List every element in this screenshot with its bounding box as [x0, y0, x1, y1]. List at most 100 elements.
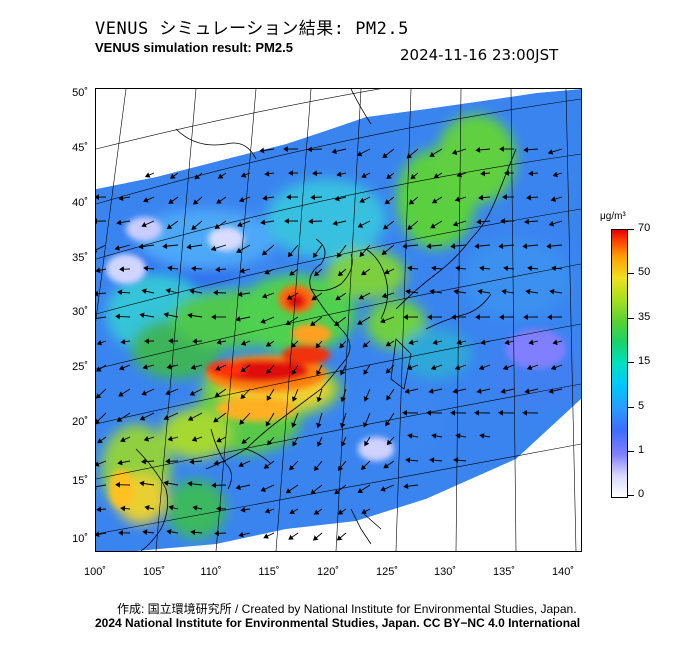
wind-arrowhead: [238, 461, 244, 468]
wind-arrowhead: [211, 482, 216, 489]
wind-arrowhead: [431, 265, 437, 272]
title-english: VENUS simulation result: PM2.5: [95, 40, 293, 55]
wind-arrowhead: [526, 194, 532, 201]
colorbar: [611, 229, 628, 498]
lat-label: 20˚: [72, 416, 88, 428]
pm25-map: [95, 88, 582, 552]
wind-arrowhead: [363, 422, 369, 428]
wind-arrowhead: [359, 197, 365, 203]
wind-arrowhead: [163, 480, 169, 486]
wind-arrowhead: [337, 270, 344, 277]
wind-arrowhead: [311, 295, 317, 301]
wind-arrowhead: [552, 339, 558, 346]
wind-arrowhead: [385, 368, 392, 374]
wind-arrowhead: [548, 388, 554, 394]
wind-arrowhead: [403, 314, 408, 321]
wind-arrowhead: [357, 222, 364, 228]
wind-arrowhead: [168, 504, 174, 511]
wind-arrowhead: [210, 245, 217, 252]
timestamp: 2024-11-16 23:00JST: [400, 46, 559, 64]
wind-arrowhead: [454, 196, 461, 202]
wind-arrowhead: [142, 364, 148, 370]
wind-arrowhead: [524, 218, 530, 225]
wind-arrowhead: [96, 506, 102, 513]
wind-arrowhead: [291, 396, 298, 402]
colorbar-label: 50: [638, 266, 651, 278]
wind-arrowhead: [456, 171, 462, 178]
wind-arrowhead: [96, 194, 99, 200]
wind-arrowhead: [431, 198, 438, 204]
wind-arrowhead: [526, 364, 533, 371]
wind-arrowhead: [547, 314, 552, 321]
lon-label: 140˚: [551, 566, 575, 578]
wind-arrowhead: [215, 266, 221, 273]
colorbar-label: 1: [638, 444, 645, 456]
wind-arrowhead: [240, 393, 246, 400]
wind-arrowhead: [288, 170, 293, 176]
wind-arrowhead: [502, 194, 507, 200]
wind-arrowhead: [478, 194, 484, 201]
wind-arrowhead: [475, 147, 481, 153]
wind-arrowhead: [340, 441, 346, 447]
wind-arrowhead: [141, 288, 147, 294]
wind-arrowhead: [427, 314, 432, 321]
colorbar-tick: [628, 362, 634, 363]
wind-arrowhead: [316, 370, 322, 376]
wind-arrowhead: [406, 153, 412, 159]
lat-label: 40˚: [72, 197, 88, 209]
wind-arrowhead: [548, 220, 555, 227]
colorbar-label: 70: [638, 222, 651, 234]
wind-arrowhead: [167, 435, 173, 442]
wind-arrowhead: [215, 365, 221, 371]
wind-arrowhead: [528, 170, 534, 177]
wind-arrowhead: [335, 295, 341, 301]
wind-arrowhead: [139, 480, 145, 487]
wind-arrowhead: [499, 314, 504, 321]
wind-arrowhead: [96, 267, 101, 274]
wind-arrowhead: [450, 410, 455, 416]
lat-label: 30˚: [72, 306, 88, 318]
coastlines: [135, 89, 517, 551]
wind-arrowhead: [238, 531, 244, 538]
wind-arrowhead: [118, 195, 124, 202]
wind-arrowhead: [426, 410, 431, 416]
wind-arrow: [96, 316, 107, 319]
lat-label: 50˚: [72, 87, 88, 99]
wind-arrowhead: [431, 433, 437, 439]
wind-arrowhead: [476, 388, 482, 394]
wind-arrowhead: [213, 289, 218, 296]
wind-arrowhead: [451, 314, 456, 321]
wind-arrowhead: [141, 458, 147, 465]
wind-arrowhead: [308, 218, 313, 225]
wind-arrowhead: [236, 247, 242, 253]
wind-arrowhead: [117, 459, 123, 466]
wind-arrowhead: [384, 268, 390, 275]
wind-arrowhead: [118, 530, 123, 536]
lat-label: 45˚: [72, 142, 88, 154]
wind-arrowhead: [192, 199, 199, 205]
wind-arrowhead: [167, 265, 173, 272]
wind-arrowhead: [402, 243, 408, 249]
wind-arrowhead: [241, 438, 248, 444]
wind-arrowhead: [168, 338, 173, 344]
wind-arrowhead: [139, 312, 145, 319]
wind-arrowhead: [383, 224, 389, 230]
wind-arrowhead: [284, 218, 289, 224]
wind-arrowhead: [429, 288, 435, 295]
wind-arrowhead: [550, 364, 557, 371]
wind-arrowhead: [386, 173, 392, 180]
wind-arrowhead: [216, 339, 222, 345]
lon-label: 100˚: [83, 566, 107, 578]
wind-arrowhead: [96, 290, 99, 297]
lon-label: 130˚: [433, 566, 457, 578]
wind-arrowhead: [312, 252, 319, 259]
wind-arrowhead: [331, 148, 337, 155]
wind-arrowhead: [143, 197, 149, 203]
lon-label: 120˚: [316, 566, 340, 578]
wind-arrowhead: [316, 396, 322, 403]
wind-arrowhead: [310, 320, 316, 327]
wind-arrowhead: [116, 416, 123, 422]
wind-arrowhead: [500, 218, 505, 224]
wind-arrowhead: [429, 151, 435, 157]
wind-arrowhead: [364, 440, 370, 447]
